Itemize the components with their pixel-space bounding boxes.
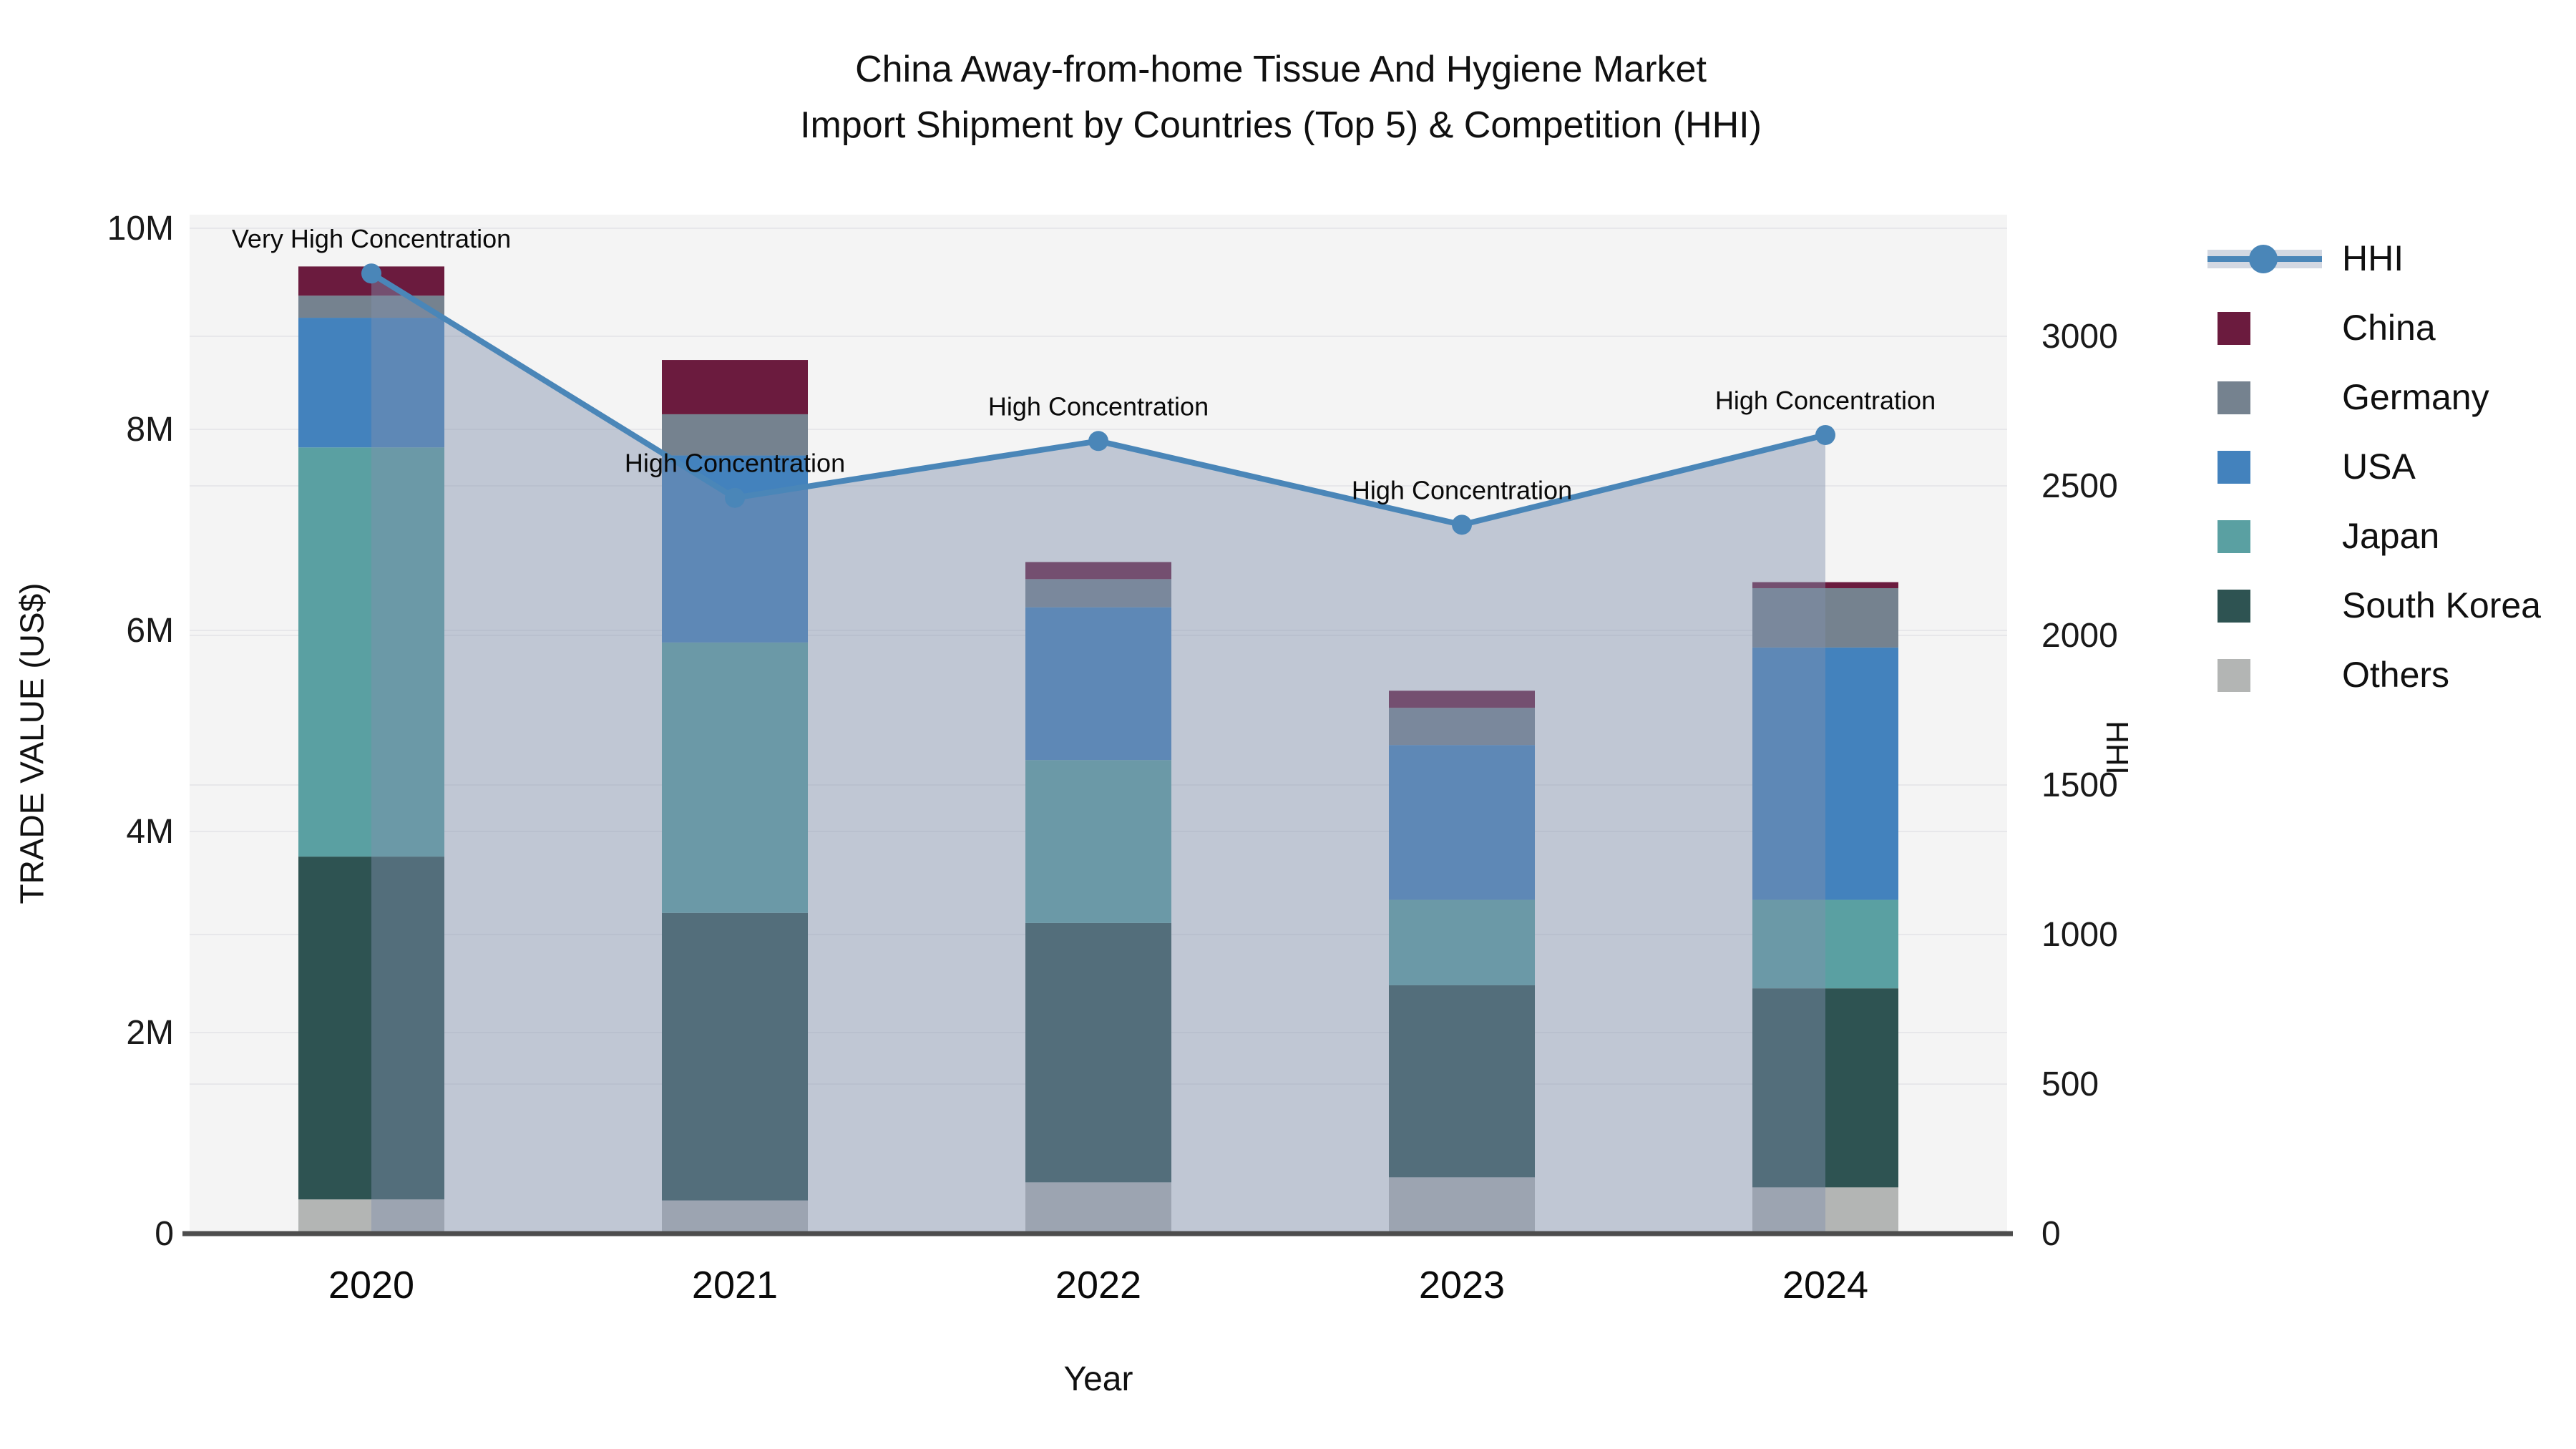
bar-segment-usa-2022[interactable] [1025,607,1171,761]
legend-box [2218,451,2250,484]
bar-segment-germany-2023[interactable] [1389,708,1535,746]
annotation-2023: High Concentration [1352,475,1572,504]
legend-box [2218,659,2250,692]
y-left-tick-label: 4M [126,813,174,851]
legend-label: China [2342,308,2436,348]
y-left-tick-label: 6M [126,612,174,650]
bar-segment-china-2021[interactable] [662,360,808,414]
legend-color-swatch-icon [2207,444,2322,489]
annotation-2020: Very High Concentration [232,224,511,253]
bar-segment-usa-2021[interactable] [662,455,808,643]
bar-segment-germany-2022[interactable] [1025,579,1171,608]
x-axis-title: Year [1063,1360,1133,1398]
legend-color-swatch-icon [2207,583,2322,628]
bar-segment-south-korea-2024[interactable] [1752,988,1898,1188]
bar-segment-others-2023[interactable] [1389,1177,1535,1234]
x-tick-label-2020[interactable]: 2020 [328,1264,414,1307]
hhi-line-swatch-icon [2207,236,2322,280]
x-tick-label-2024[interactable]: 2024 [1782,1264,1868,1307]
hhi-marker-2020[interactable] [361,263,381,284]
legend-box [2218,520,2250,553]
bar-segment-others-2024[interactable] [1752,1187,1898,1234]
bar-segment-others-2021[interactable] [662,1200,808,1234]
bar-segment-germany-2021[interactable] [662,414,808,456]
legend-box [2218,381,2250,414]
annotation-2022: High Concentration [988,391,1209,421]
y-right-tick-label: 500 [2041,1065,2099,1103]
legend-label: Germany [2342,377,2489,417]
hhi-area-fill [371,273,1825,1234]
legend-box [2218,312,2250,345]
legend-label: Others [2342,655,2450,695]
y-right-tick-label: 3000 [2041,318,2118,356]
legend-item-japan[interactable]: Japan [2207,514,2541,558]
x-tick-label-2023[interactable]: 2023 [1419,1264,1505,1307]
legend-item-south-korea[interactable]: South Korea [2207,583,2541,628]
bar-segment-germany-2024[interactable] [1752,587,1898,648]
y-right-tick-label: 2000 [2041,617,2118,655]
annotation-2024: High Concentration [1715,386,1936,415]
y-left-tick-label: 2M [126,1014,174,1052]
bar-segment-china-2022[interactable] [1025,562,1171,580]
y-left-tick-label: 8M [126,411,174,449]
bar-segment-japan-2020[interactable] [298,447,444,857]
hhi-marker-2021[interactable] [725,487,745,508]
legend-color-swatch-icon [2207,653,2322,697]
legend-box [2218,590,2250,623]
bar-segment-japan-2021[interactable] [662,642,808,913]
bar-segment-usa-2020[interactable] [298,318,444,448]
y-right-tick-label: 0 [2041,1215,2061,1253]
legend-color-swatch-icon [2207,306,2322,350]
bar-segment-usa-2023[interactable] [1389,745,1535,900]
y-right-tick-label: 2500 [2041,467,2118,505]
bar-segment-south-korea-2021[interactable] [662,912,808,1201]
bar-segment-usa-2024[interactable] [1752,647,1898,900]
legend-label: Japan [2342,516,2440,556]
legend-item-hhi[interactable]: HHI [2207,236,2541,280]
hhi-marker-2022[interactable] [1088,431,1108,452]
legend-color-swatch-icon [2207,514,2322,558]
annotation-2021: High Concentration [625,449,845,478]
legend-item-germany[interactable]: Germany [2207,375,2541,419]
bar-segment-japan-2022[interactable] [1025,760,1171,923]
legend-item-usa[interactable]: USA [2207,444,2541,489]
y-axis-title-right: HHI [2099,721,2135,775]
chart-title: China Away-from-home Tissue And Hygiene … [0,42,2562,153]
y-left-tick-label: 10M [107,210,174,248]
y-right-tick-label: 1000 [2041,916,2118,954]
bar-segment-south-korea-2023[interactable] [1389,985,1535,1178]
bar-segment-japan-2023[interactable] [1389,899,1535,985]
hhi-marker-dot [2249,245,2278,273]
chart-title-line1: China Away-from-home Tissue And Hygiene … [855,49,1707,90]
bar-segment-others-2020[interactable] [298,1199,444,1234]
legend-color-swatch-icon [2207,375,2322,419]
bar-segment-others-2022[interactable] [1025,1182,1171,1234]
legend-label: South Korea [2342,585,2541,625]
y-axis-title-left: TRADE VALUE (US$) [14,582,51,904]
hhi-marker-2023[interactable] [1452,514,1472,535]
hhi-marker-2024[interactable] [1815,424,1835,445]
bar-segment-china-2023[interactable] [1389,691,1535,708]
bar-segment-china-2024[interactable] [1752,582,1898,588]
legend-item-others[interactable]: Others [2207,653,2541,697]
legend-label: USA [2342,447,2416,487]
bar-segment-japan-2024[interactable] [1752,899,1898,989]
x-tick-label-2021[interactable]: 2021 [692,1264,778,1307]
bar-segment-south-korea-2020[interactable] [298,857,444,1200]
bar-segment-south-korea-2022[interactable] [1025,922,1171,1183]
legend-label: HHI [2342,238,2404,278]
y-right-tick-label: 1500 [2041,766,2118,804]
x-tick-label-2022[interactable]: 2022 [1055,1264,1141,1307]
y-left-tick-label: 0 [155,1215,174,1253]
chart-title-line2: Import Shipment by Countries (Top 5) & C… [800,104,1762,146]
legend: HHI China Germany USA Japan South Korea Others [2207,236,2541,722]
legend-item-china[interactable]: China [2207,306,2541,350]
